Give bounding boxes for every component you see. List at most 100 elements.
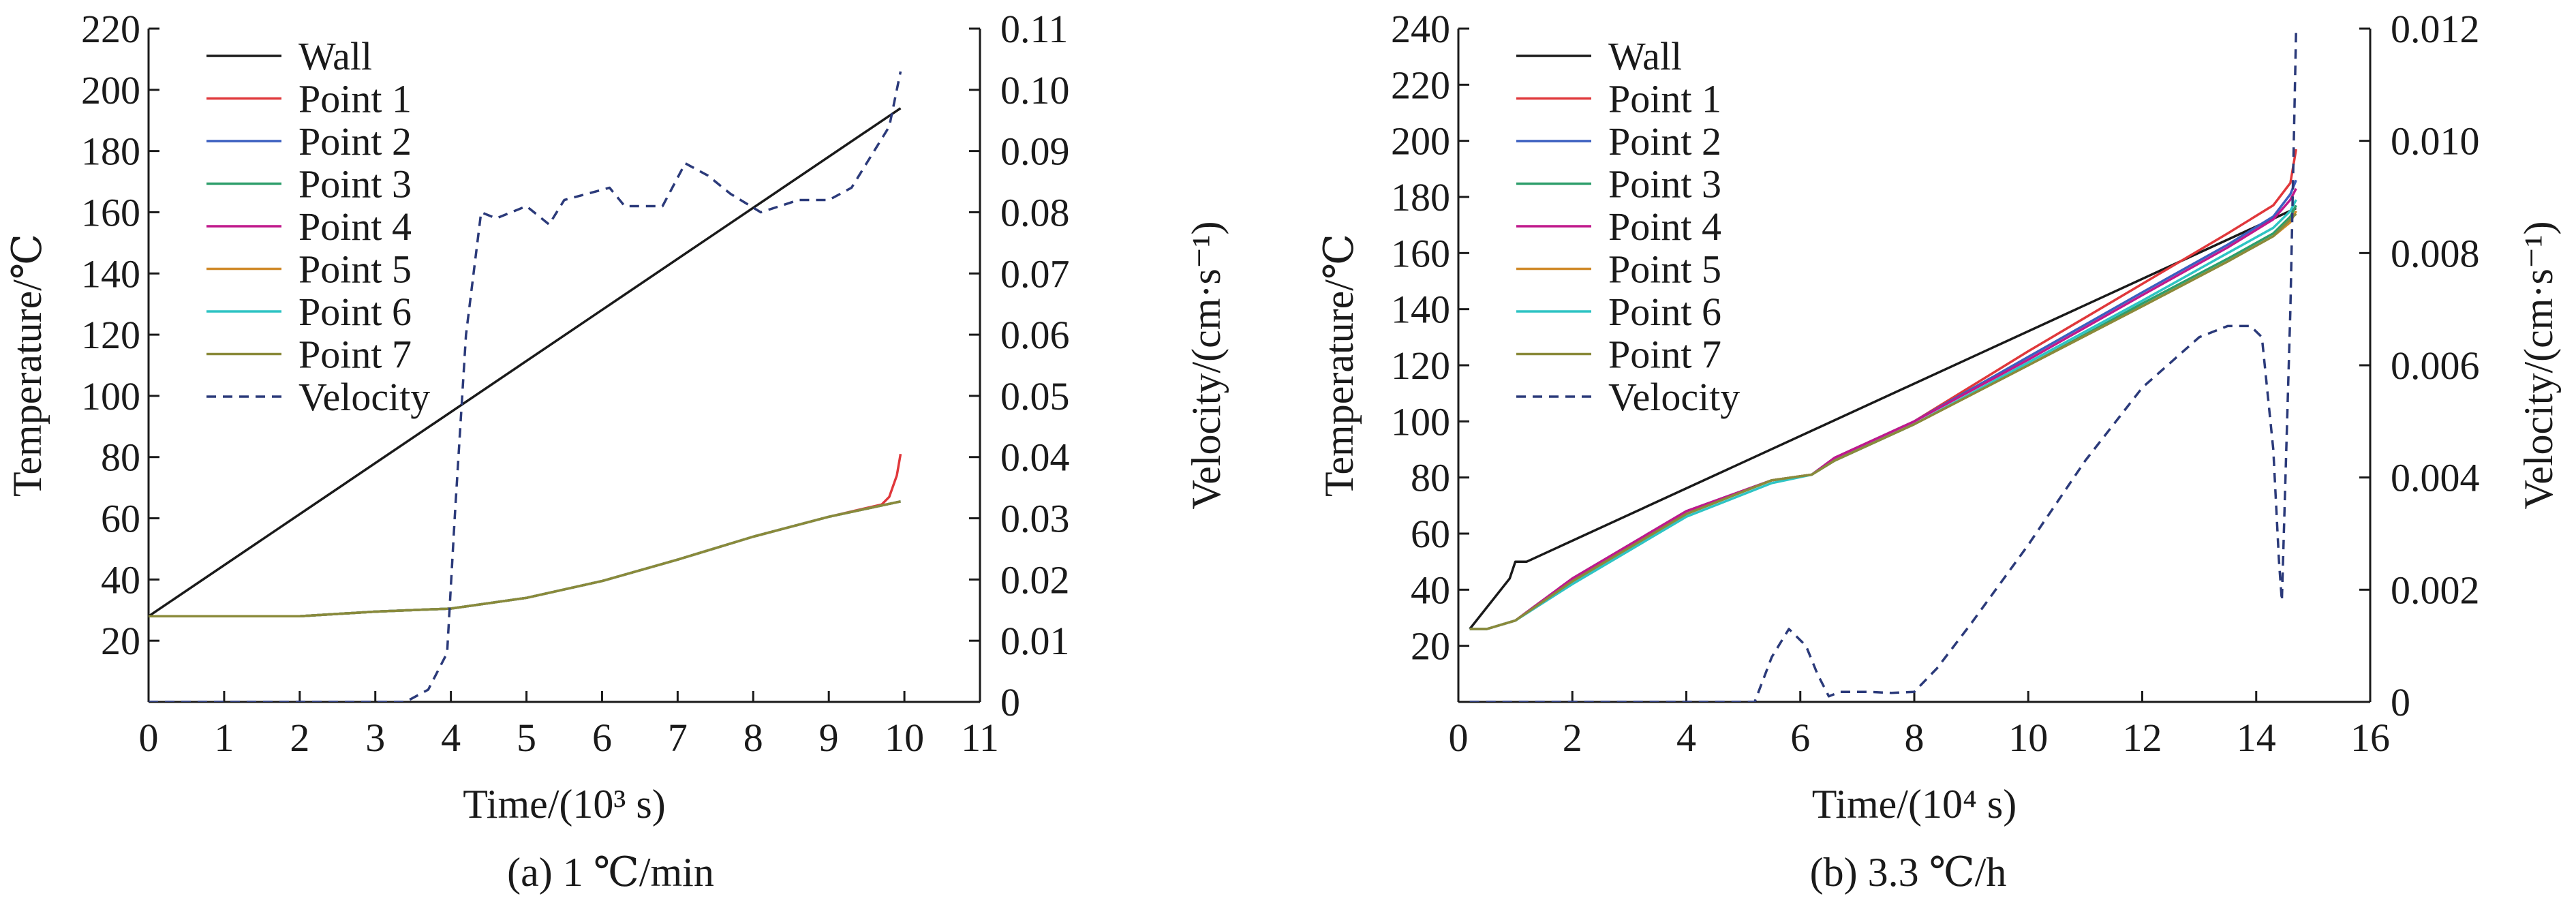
y-tick-label: 160 <box>81 190 140 234</box>
y-tick-label: 220 <box>81 7 140 51</box>
y2-tick-label: 0.006 <box>2391 343 2480 388</box>
series-line-wall <box>149 107 902 617</box>
y-tick-label: 60 <box>101 497 140 541</box>
x-tick-label: 14 <box>2237 716 2276 760</box>
y-tick-label: 40 <box>101 557 140 602</box>
y2-tick-label: 0.05 <box>1000 374 1070 418</box>
x-tick-label: 8 <box>743 716 763 760</box>
series-line-point-1 <box>149 453 902 618</box>
y-tick-label: 60 <box>1411 512 1450 556</box>
y2-tick-label: 0.012 <box>2391 7 2480 51</box>
x-axis-title: Time/(10⁴ s) <box>1812 782 2017 827</box>
x-tick-label: 12 <box>2123 716 2162 760</box>
y-tick-label: 240 <box>1391 7 1450 51</box>
series-line-point-2 <box>1469 179 2297 630</box>
x-tick-label: 8 <box>1905 716 1925 760</box>
x-tick-label: 16 <box>2350 716 2390 760</box>
series-line-point-1 <box>1469 149 2298 630</box>
y2-tick-label: 0.01 <box>1000 619 1070 663</box>
x-tick-label: 2 <box>1563 716 1582 760</box>
y-tick-label: 140 <box>81 251 140 296</box>
x-tick-label: 7 <box>668 716 688 760</box>
legend-label: Point 6 <box>298 290 412 334</box>
y2-tick-label: 0.09 <box>1000 129 1070 174</box>
y-tick-label: 140 <box>1391 288 1450 332</box>
x-tick-label: 4 <box>441 716 461 760</box>
x-tick-label: 6 <box>1790 716 1810 760</box>
legend-label: Velocity <box>1608 375 1740 419</box>
legend-label: Velocity <box>298 375 430 419</box>
series-line-wall <box>1469 206 2297 630</box>
panel-caption: (a) 1 ℃/min <box>507 850 714 895</box>
legend-label: Point 4 <box>1608 204 1721 249</box>
y-tick-label: 120 <box>81 313 140 357</box>
x-tick-label: 2 <box>290 716 309 760</box>
y-tick-label: 100 <box>1391 399 1450 444</box>
x-tick-label: 4 <box>1676 716 1696 760</box>
legend-label: Point 3 <box>1608 162 1721 206</box>
y-tick-label: 40 <box>1411 568 1450 612</box>
x-tick-label: 1 <box>214 716 234 760</box>
y2-tick-label: 0.08 <box>1000 190 1070 234</box>
y2-tick-label: 0 <box>1000 680 1020 724</box>
y2-tick-label: 0.11 <box>1000 7 1068 51</box>
y-tick-label: 20 <box>101 619 140 663</box>
legend-label: Point 5 <box>298 247 412 292</box>
x-tick-label: 0 <box>139 716 159 760</box>
y2-tick-label: 0 <box>2391 680 2410 724</box>
y-tick-label: 180 <box>81 129 140 174</box>
legend-label: Point 6 <box>1608 290 1721 334</box>
legend-label: Point 1 <box>298 77 412 121</box>
y-tick-label: 120 <box>1391 343 1450 388</box>
y2-axis-title: Velocity/(cm·s⁻¹) <box>2516 221 2561 510</box>
series-line-velocity <box>1469 28 2298 702</box>
series-line-point-4 <box>1469 187 2297 630</box>
x-tick-label: 10 <box>2008 716 2048 760</box>
x-tick-label: 6 <box>592 716 612 760</box>
legend-label: Wall <box>1608 34 1682 78</box>
x-tick-label: 10 <box>885 716 924 760</box>
x-tick-label: 9 <box>819 716 839 760</box>
x-tick-label: 5 <box>517 716 536 760</box>
series-line-point-7 <box>149 500 901 618</box>
y2-tick-label: 0.04 <box>1000 435 1070 480</box>
y2-tick-label: 0.008 <box>2391 231 2480 275</box>
legend-label: Point 7 <box>298 333 412 377</box>
series-line-point-7 <box>1469 213 2297 630</box>
y2-tick-label: 0.07 <box>1000 251 1070 296</box>
y-tick-label: 80 <box>1411 456 1450 500</box>
y-tick-label: 200 <box>81 68 140 112</box>
y-axis-title: Temperature/℃ <box>5 234 50 497</box>
legend-label: Wall <box>298 34 372 78</box>
y-tick-label: 220 <box>1391 63 1450 107</box>
legend-label: Point 2 <box>1608 119 1721 164</box>
legend-label: Point 5 <box>1608 247 1721 292</box>
y2-tick-label: 0.010 <box>2391 119 2480 164</box>
y2-tick-label: 0.03 <box>1000 497 1070 541</box>
x-tick-label: 11 <box>961 716 999 760</box>
y2-tick-label: 0.002 <box>2391 568 2480 612</box>
legend-label: Point 1 <box>1608 77 1721 121</box>
x-tick-label: 3 <box>365 716 385 760</box>
series-line-velocity <box>149 71 902 702</box>
y-tick-label: 100 <box>81 374 140 418</box>
legend-label: Point 4 <box>298 204 412 249</box>
legend-label: Point 7 <box>1608 333 1721 377</box>
panel-caption: (b) 3.3 ℃/h <box>1810 850 2007 895</box>
x-tick-label: 0 <box>1449 716 1469 760</box>
y-tick-label: 200 <box>1391 119 1450 164</box>
legend-label: Point 2 <box>298 119 412 164</box>
y-tick-label: 80 <box>101 435 140 480</box>
y2-tick-label: 0.004 <box>2391 456 2480 500</box>
y2-tick-label: 0.06 <box>1000 313 1070 357</box>
y-tick-label: 180 <box>1391 175 1450 219</box>
legend-label: Point 3 <box>298 162 412 206</box>
y2-tick-label: 0.02 <box>1000 557 1070 602</box>
x-axis-title: Time/(10³ s) <box>463 782 665 827</box>
y2-axis-title: Velocity/(cm·s⁻¹) <box>1184 221 1229 510</box>
y-tick-label: 160 <box>1391 231 1450 275</box>
y2-tick-label: 0.10 <box>1000 68 1070 112</box>
y-axis-title: Temperature/℃ <box>1317 234 1362 497</box>
y-tick-label: 20 <box>1411 624 1450 669</box>
